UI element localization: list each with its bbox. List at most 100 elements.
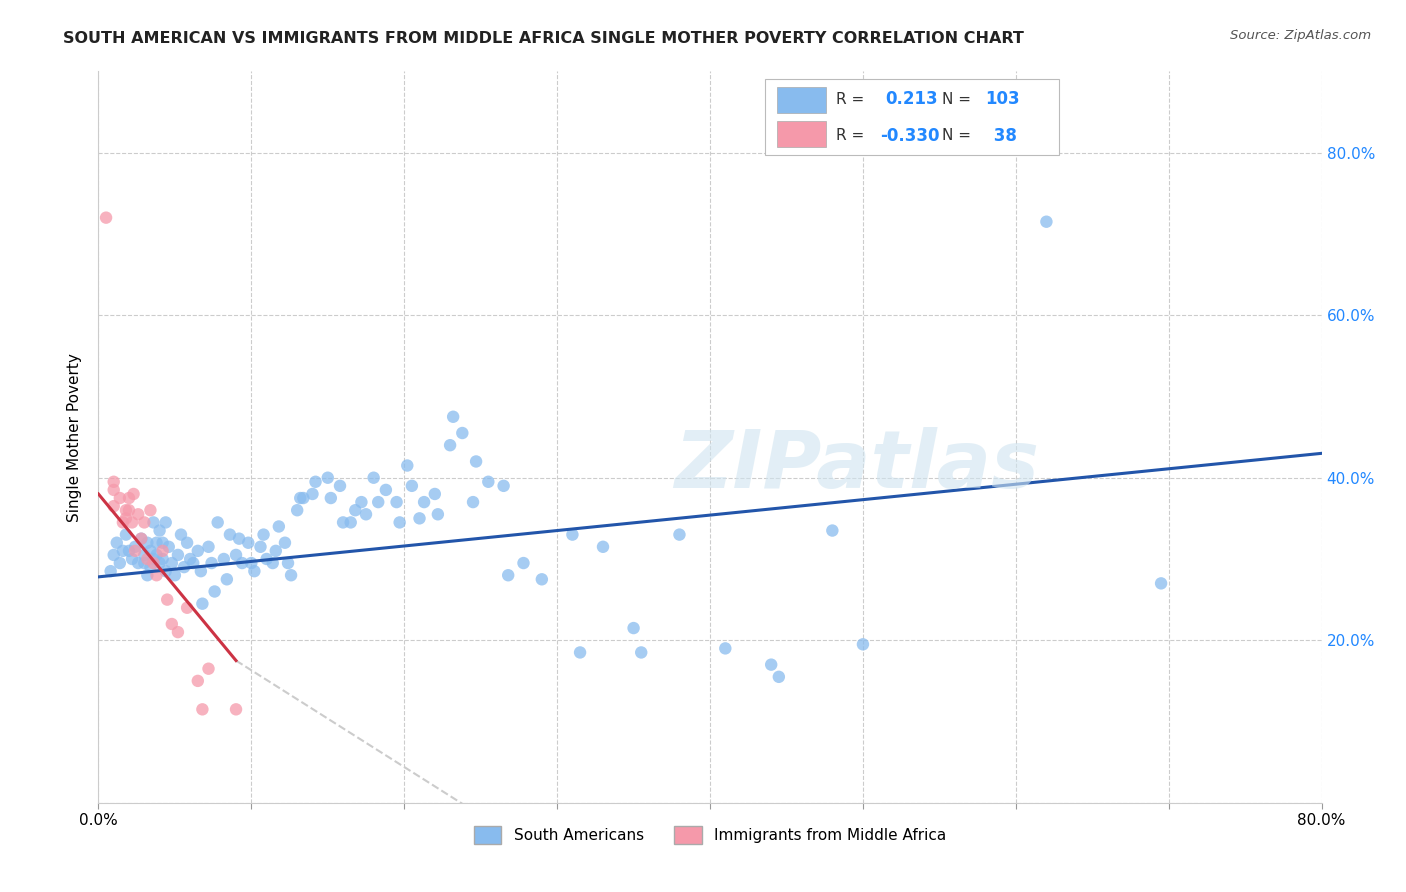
Point [530, 572, 553, 586]
Point [100, 564, 122, 578]
Point [264, 544, 287, 558]
Point [134, 516, 156, 530]
Point [225, 702, 247, 716]
Point [496, 568, 519, 582]
Point [108, 491, 131, 505]
Point [121, 552, 143, 566]
Point [152, 544, 174, 558]
Point [103, 499, 125, 513]
Point [181, 556, 204, 570]
Point [768, 670, 790, 684]
Point [115, 511, 138, 525]
Y-axis label: Single Mother Poverty: Single Mother Poverty [67, 352, 83, 522]
Point [413, 495, 436, 509]
Point [142, 516, 165, 530]
Point [477, 475, 499, 489]
Point [441, 409, 464, 424]
Point [292, 491, 315, 505]
Point [152, 535, 174, 549]
Text: R =: R = [837, 92, 869, 107]
Point [197, 540, 219, 554]
Point [173, 560, 195, 574]
Point [225, 548, 247, 562]
FancyBboxPatch shape [765, 78, 1059, 155]
Point [124, 544, 146, 558]
Point [200, 556, 222, 570]
Point [451, 425, 474, 440]
Point [160, 556, 183, 570]
Point [304, 475, 326, 489]
Point [285, 503, 308, 517]
Point [759, 657, 782, 672]
Point [103, 548, 125, 562]
Point [111, 544, 134, 558]
Point [127, 556, 149, 570]
FancyBboxPatch shape [778, 87, 827, 113]
Point [249, 540, 271, 554]
Point [127, 508, 149, 522]
Point [426, 508, 449, 522]
Point [136, 568, 159, 582]
Point [408, 511, 430, 525]
Point [118, 544, 141, 558]
Point [134, 556, 156, 570]
Point [623, 621, 645, 635]
Point [274, 535, 297, 549]
Point [262, 556, 284, 570]
Point [238, 535, 260, 549]
Point [374, 483, 396, 497]
Point [187, 673, 209, 688]
Point [118, 503, 141, 517]
Point [630, 645, 652, 659]
Point [329, 479, 352, 493]
Point [103, 475, 125, 489]
Point [115, 527, 138, 541]
Point [170, 527, 193, 541]
Point [350, 495, 373, 509]
Point [561, 527, 583, 541]
Point [439, 438, 461, 452]
Point [267, 519, 290, 533]
Point [339, 516, 361, 530]
Point [129, 532, 152, 546]
Point [319, 491, 342, 505]
Point [1035, 215, 1057, 229]
Text: 38: 38 [987, 127, 1017, 145]
Point [465, 454, 488, 468]
Point [252, 527, 274, 541]
Point [139, 560, 162, 574]
FancyBboxPatch shape [778, 121, 827, 146]
Text: 0.213: 0.213 [884, 90, 938, 108]
Point [160, 617, 183, 632]
Point [163, 568, 186, 582]
Point [152, 552, 174, 566]
Point [852, 637, 875, 651]
Point [145, 568, 167, 582]
Point [243, 564, 266, 578]
Legend: South Americans, Immigrants from Middle Africa: South Americans, Immigrants from Middle … [468, 820, 952, 850]
Text: 103: 103 [986, 90, 1019, 108]
Point [145, 548, 167, 562]
Point [149, 556, 172, 570]
Text: R =: R = [837, 128, 869, 144]
Point [204, 584, 226, 599]
Point [363, 471, 385, 485]
Point [191, 597, 214, 611]
Point [219, 527, 242, 541]
Point [231, 556, 253, 570]
Point [129, 532, 152, 546]
Point [207, 516, 229, 530]
Point [139, 503, 162, 517]
Point [149, 524, 172, 538]
Point [714, 641, 737, 656]
Point [212, 552, 235, 566]
Point [197, 662, 219, 676]
Point [176, 600, 198, 615]
Point [228, 532, 250, 546]
Point [385, 495, 408, 509]
Point [103, 483, 125, 497]
Point [155, 516, 177, 530]
Point [396, 458, 419, 473]
Point [122, 487, 145, 501]
Point [145, 535, 167, 549]
